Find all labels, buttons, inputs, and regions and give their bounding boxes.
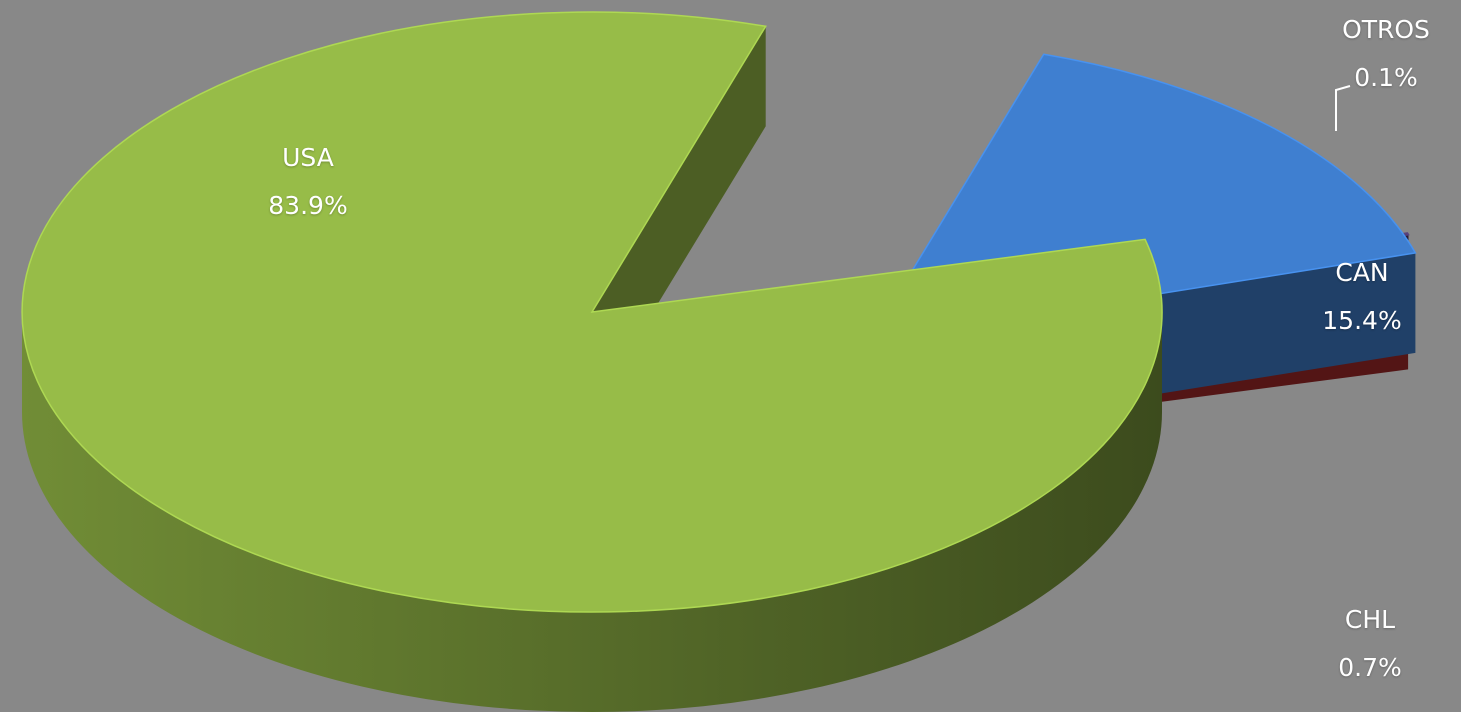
slice-usa-top: [21, 11, 1163, 613]
slice-usa-side-1: [22, 312, 1162, 712]
slice-name-usa: USA: [282, 143, 334, 172]
slice-value-otros: 0.1%: [1354, 63, 1418, 92]
slice-label-otros: OTROS 0.1%: [1326, 6, 1446, 102]
slice-value-usa: 83.9%: [268, 191, 348, 220]
slice-value-chl: 0.7%: [1338, 653, 1402, 682]
slice-name-chl: CHL: [1344, 605, 1396, 634]
slice-usa: [21, 11, 1163, 712]
slice-value-can: 15.4%: [1322, 306, 1402, 335]
slice-label-chl: CHL 0.7%: [1315, 596, 1425, 692]
slice-label-can: CAN 15.4%: [1302, 249, 1422, 345]
slice-name-can: CAN: [1335, 258, 1389, 287]
slice-label-usa: USA 83.9%: [248, 134, 368, 230]
otros-leader-line: [1335, 85, 1351, 131]
slice-name-otros: OTROS: [1342, 15, 1430, 44]
